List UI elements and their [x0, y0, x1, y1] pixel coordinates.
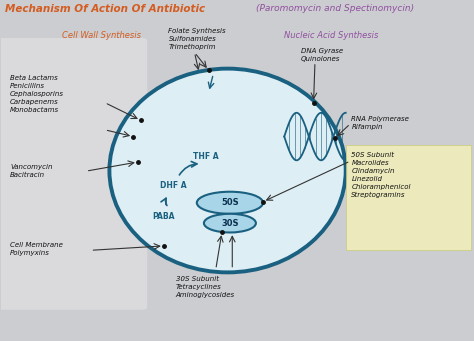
Text: PABA: PABA [153, 212, 175, 221]
Text: 30S Subunit
Tetracyclines
Aminoglycosides: 30S Subunit Tetracyclines Aminoglycoside… [175, 276, 235, 298]
Text: 30S: 30S [221, 219, 239, 228]
FancyBboxPatch shape [0, 38, 147, 310]
FancyBboxPatch shape [346, 145, 471, 250]
Ellipse shape [197, 192, 263, 214]
Ellipse shape [204, 214, 256, 233]
Text: (Paromomycin and Spectinomycin): (Paromomycin and Spectinomycin) [256, 4, 414, 13]
Text: Folate Synthesis
Sulfonamides
Trimethoprim: Folate Synthesis Sulfonamides Trimethopr… [168, 28, 226, 50]
Text: Mechanism Of Action Of Antibiotic: Mechanism Of Action Of Antibiotic [5, 4, 206, 14]
Text: Beta Lactams
Penicillins
Cephalosporins
Carbapenems
Monobactams: Beta Lactams Penicillins Cephalosporins … [10, 75, 64, 114]
Text: Cell Wall Synthesis: Cell Wall Synthesis [62, 31, 141, 40]
Text: 50S Subunit
Macrolides
Clindamycin
Linezolid
Chloramphenicol
Streptogramins: 50S Subunit Macrolides Clindamycin Linez… [351, 152, 411, 198]
Text: 50S: 50S [221, 198, 239, 207]
Text: Nucleic Acid Synthesis: Nucleic Acid Synthesis [284, 31, 379, 40]
Text: DNA Gyrase
Quinolones: DNA Gyrase Quinolones [301, 48, 343, 62]
Text: THF A: THF A [193, 152, 219, 161]
Text: Vancomycin
Bacitracin: Vancomycin Bacitracin [10, 164, 53, 178]
Text: Cell Membrane
Polymyxins: Cell Membrane Polymyxins [10, 242, 63, 256]
Text: DHF A: DHF A [160, 181, 186, 190]
Ellipse shape [109, 69, 346, 272]
Text: RNA Polymerase
Rifampin: RNA Polymerase Rifampin [351, 116, 409, 130]
